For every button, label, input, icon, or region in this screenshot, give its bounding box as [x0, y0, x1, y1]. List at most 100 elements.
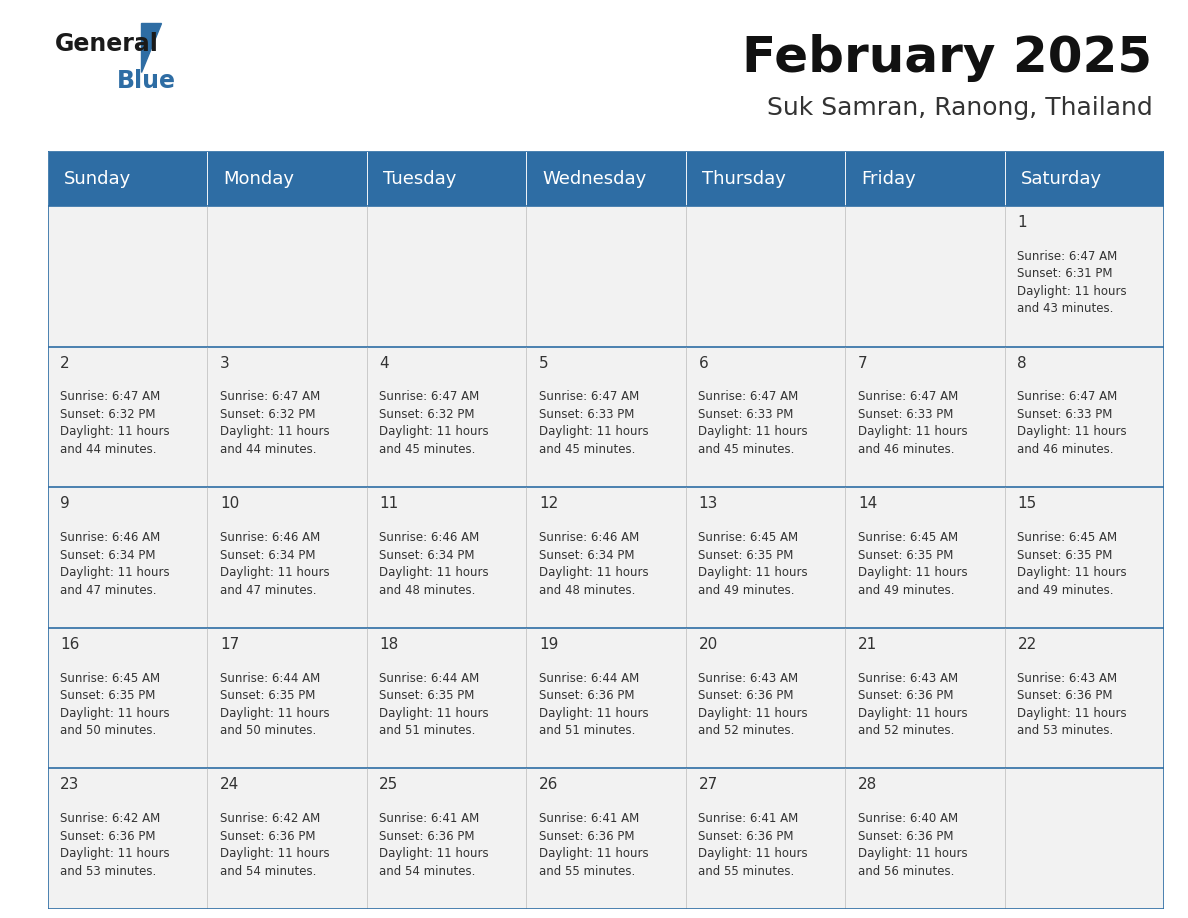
Text: 11: 11 — [379, 497, 399, 511]
Text: Blue: Blue — [118, 69, 176, 94]
Text: Sunrise: 6:47 AM
Sunset: 6:33 PM
Daylight: 11 hours
and 46 minutes.: Sunrise: 6:47 AM Sunset: 6:33 PM Dayligh… — [1017, 390, 1127, 456]
FancyBboxPatch shape — [685, 487, 845, 628]
FancyBboxPatch shape — [685, 347, 845, 487]
FancyBboxPatch shape — [48, 768, 207, 909]
FancyBboxPatch shape — [367, 768, 526, 909]
FancyBboxPatch shape — [207, 347, 367, 487]
Text: 28: 28 — [858, 778, 877, 792]
FancyBboxPatch shape — [526, 628, 685, 768]
Text: 15: 15 — [1017, 497, 1037, 511]
Text: 3: 3 — [220, 355, 229, 371]
FancyBboxPatch shape — [1005, 768, 1164, 909]
Text: 10: 10 — [220, 497, 239, 511]
Text: Sunrise: 6:46 AM
Sunset: 6:34 PM
Daylight: 11 hours
and 47 minutes.: Sunrise: 6:46 AM Sunset: 6:34 PM Dayligh… — [61, 531, 170, 597]
FancyBboxPatch shape — [207, 151, 367, 206]
Text: Sunrise: 6:47 AM
Sunset: 6:33 PM
Daylight: 11 hours
and 45 minutes.: Sunrise: 6:47 AM Sunset: 6:33 PM Dayligh… — [699, 390, 808, 456]
Text: Sunrise: 6:47 AM
Sunset: 6:32 PM
Daylight: 11 hours
and 45 minutes.: Sunrise: 6:47 AM Sunset: 6:32 PM Dayligh… — [379, 390, 489, 456]
Polygon shape — [141, 23, 162, 72]
Text: 24: 24 — [220, 778, 239, 792]
FancyBboxPatch shape — [526, 347, 685, 487]
Text: 9: 9 — [61, 497, 70, 511]
Text: 18: 18 — [379, 637, 399, 652]
Text: Sunrise: 6:44 AM
Sunset: 6:35 PM
Daylight: 11 hours
and 50 minutes.: Sunrise: 6:44 AM Sunset: 6:35 PM Dayligh… — [220, 672, 329, 737]
Text: 2: 2 — [61, 355, 70, 371]
Text: February 2025: February 2025 — [742, 34, 1152, 83]
Text: 19: 19 — [539, 637, 558, 652]
Text: 13: 13 — [699, 497, 718, 511]
FancyBboxPatch shape — [48, 628, 207, 768]
Text: Sunrise: 6:43 AM
Sunset: 6:36 PM
Daylight: 11 hours
and 52 minutes.: Sunrise: 6:43 AM Sunset: 6:36 PM Dayligh… — [858, 672, 967, 737]
Text: 7: 7 — [858, 355, 867, 371]
FancyBboxPatch shape — [526, 487, 685, 628]
Text: Sunrise: 6:45 AM
Sunset: 6:35 PM
Daylight: 11 hours
and 49 minutes.: Sunrise: 6:45 AM Sunset: 6:35 PM Dayligh… — [699, 531, 808, 597]
Text: 17: 17 — [220, 637, 239, 652]
Text: 8: 8 — [1017, 355, 1028, 371]
Text: 16: 16 — [61, 637, 80, 652]
FancyBboxPatch shape — [845, 347, 1005, 487]
Text: Friday: Friday — [861, 170, 916, 188]
Text: Sunrise: 6:41 AM
Sunset: 6:36 PM
Daylight: 11 hours
and 55 minutes.: Sunrise: 6:41 AM Sunset: 6:36 PM Dayligh… — [699, 812, 808, 878]
Text: Sunrise: 6:47 AM
Sunset: 6:31 PM
Daylight: 11 hours
and 43 minutes.: Sunrise: 6:47 AM Sunset: 6:31 PM Dayligh… — [1017, 250, 1127, 316]
Text: Saturday: Saturday — [1020, 170, 1101, 188]
Text: 27: 27 — [699, 778, 718, 792]
Text: 5: 5 — [539, 355, 549, 371]
Text: Monday: Monday — [223, 170, 293, 188]
FancyBboxPatch shape — [1005, 628, 1164, 768]
FancyBboxPatch shape — [1005, 347, 1164, 487]
Text: 20: 20 — [699, 637, 718, 652]
FancyBboxPatch shape — [207, 487, 367, 628]
FancyBboxPatch shape — [845, 206, 1005, 347]
FancyBboxPatch shape — [48, 151, 207, 206]
Text: 6: 6 — [699, 355, 708, 371]
Text: 21: 21 — [858, 637, 877, 652]
Text: Suk Samran, Ranong, Thailand: Suk Samran, Ranong, Thailand — [766, 96, 1152, 120]
Text: Sunrise: 6:40 AM
Sunset: 6:36 PM
Daylight: 11 hours
and 56 minutes.: Sunrise: 6:40 AM Sunset: 6:36 PM Dayligh… — [858, 812, 967, 878]
FancyBboxPatch shape — [367, 206, 526, 347]
FancyBboxPatch shape — [845, 768, 1005, 909]
Text: Sunrise: 6:42 AM
Sunset: 6:36 PM
Daylight: 11 hours
and 54 minutes.: Sunrise: 6:42 AM Sunset: 6:36 PM Dayligh… — [220, 812, 329, 878]
Text: 25: 25 — [379, 778, 399, 792]
FancyBboxPatch shape — [367, 347, 526, 487]
Text: 4: 4 — [379, 355, 388, 371]
Text: Sunrise: 6:45 AM
Sunset: 6:35 PM
Daylight: 11 hours
and 49 minutes.: Sunrise: 6:45 AM Sunset: 6:35 PM Dayligh… — [858, 531, 967, 597]
Text: 22: 22 — [1017, 637, 1037, 652]
Text: Sunrise: 6:41 AM
Sunset: 6:36 PM
Daylight: 11 hours
and 54 minutes.: Sunrise: 6:41 AM Sunset: 6:36 PM Dayligh… — [379, 812, 489, 878]
Text: Thursday: Thursday — [702, 170, 785, 188]
FancyBboxPatch shape — [367, 628, 526, 768]
FancyBboxPatch shape — [207, 206, 367, 347]
Text: Sunrise: 6:43 AM
Sunset: 6:36 PM
Daylight: 11 hours
and 52 minutes.: Sunrise: 6:43 AM Sunset: 6:36 PM Dayligh… — [699, 672, 808, 737]
FancyBboxPatch shape — [685, 206, 845, 347]
Text: Sunrise: 6:44 AM
Sunset: 6:35 PM
Daylight: 11 hours
and 51 minutes.: Sunrise: 6:44 AM Sunset: 6:35 PM Dayligh… — [379, 672, 489, 737]
FancyBboxPatch shape — [48, 487, 207, 628]
Text: General: General — [55, 32, 158, 56]
FancyBboxPatch shape — [845, 487, 1005, 628]
FancyBboxPatch shape — [48, 347, 207, 487]
Text: Wednesday: Wednesday — [542, 170, 646, 188]
Text: Sunrise: 6:46 AM
Sunset: 6:34 PM
Daylight: 11 hours
and 48 minutes.: Sunrise: 6:46 AM Sunset: 6:34 PM Dayligh… — [379, 531, 489, 597]
Text: Sunday: Sunday — [63, 170, 131, 188]
FancyBboxPatch shape — [845, 151, 1005, 206]
Text: Sunrise: 6:41 AM
Sunset: 6:36 PM
Daylight: 11 hours
and 55 minutes.: Sunrise: 6:41 AM Sunset: 6:36 PM Dayligh… — [539, 812, 649, 878]
FancyBboxPatch shape — [685, 768, 845, 909]
FancyBboxPatch shape — [48, 206, 207, 347]
Text: Sunrise: 6:47 AM
Sunset: 6:33 PM
Daylight: 11 hours
and 45 minutes.: Sunrise: 6:47 AM Sunset: 6:33 PM Dayligh… — [539, 390, 649, 456]
Text: Sunrise: 6:47 AM
Sunset: 6:33 PM
Daylight: 11 hours
and 46 minutes.: Sunrise: 6:47 AM Sunset: 6:33 PM Dayligh… — [858, 390, 967, 456]
FancyBboxPatch shape — [367, 487, 526, 628]
Text: 12: 12 — [539, 497, 558, 511]
Text: Tuesday: Tuesday — [383, 170, 456, 188]
Text: Sunrise: 6:47 AM
Sunset: 6:32 PM
Daylight: 11 hours
and 44 minutes.: Sunrise: 6:47 AM Sunset: 6:32 PM Dayligh… — [220, 390, 329, 456]
FancyBboxPatch shape — [1005, 151, 1164, 206]
Text: Sunrise: 6:46 AM
Sunset: 6:34 PM
Daylight: 11 hours
and 48 minutes.: Sunrise: 6:46 AM Sunset: 6:34 PM Dayligh… — [539, 531, 649, 597]
FancyBboxPatch shape — [526, 206, 685, 347]
Text: 23: 23 — [61, 778, 80, 792]
Text: Sunrise: 6:44 AM
Sunset: 6:36 PM
Daylight: 11 hours
and 51 minutes.: Sunrise: 6:44 AM Sunset: 6:36 PM Dayligh… — [539, 672, 649, 737]
Text: 14: 14 — [858, 497, 877, 511]
Text: Sunrise: 6:47 AM
Sunset: 6:32 PM
Daylight: 11 hours
and 44 minutes.: Sunrise: 6:47 AM Sunset: 6:32 PM Dayligh… — [61, 390, 170, 456]
FancyBboxPatch shape — [526, 768, 685, 909]
FancyBboxPatch shape — [845, 628, 1005, 768]
Text: Sunrise: 6:46 AM
Sunset: 6:34 PM
Daylight: 11 hours
and 47 minutes.: Sunrise: 6:46 AM Sunset: 6:34 PM Dayligh… — [220, 531, 329, 597]
Text: Sunrise: 6:43 AM
Sunset: 6:36 PM
Daylight: 11 hours
and 53 minutes.: Sunrise: 6:43 AM Sunset: 6:36 PM Dayligh… — [1017, 672, 1127, 737]
Text: 1: 1 — [1017, 215, 1028, 230]
Text: Sunrise: 6:45 AM
Sunset: 6:35 PM
Daylight: 11 hours
and 49 minutes.: Sunrise: 6:45 AM Sunset: 6:35 PM Dayligh… — [1017, 531, 1127, 597]
Text: Sunrise: 6:42 AM
Sunset: 6:36 PM
Daylight: 11 hours
and 53 minutes.: Sunrise: 6:42 AM Sunset: 6:36 PM Dayligh… — [61, 812, 170, 878]
